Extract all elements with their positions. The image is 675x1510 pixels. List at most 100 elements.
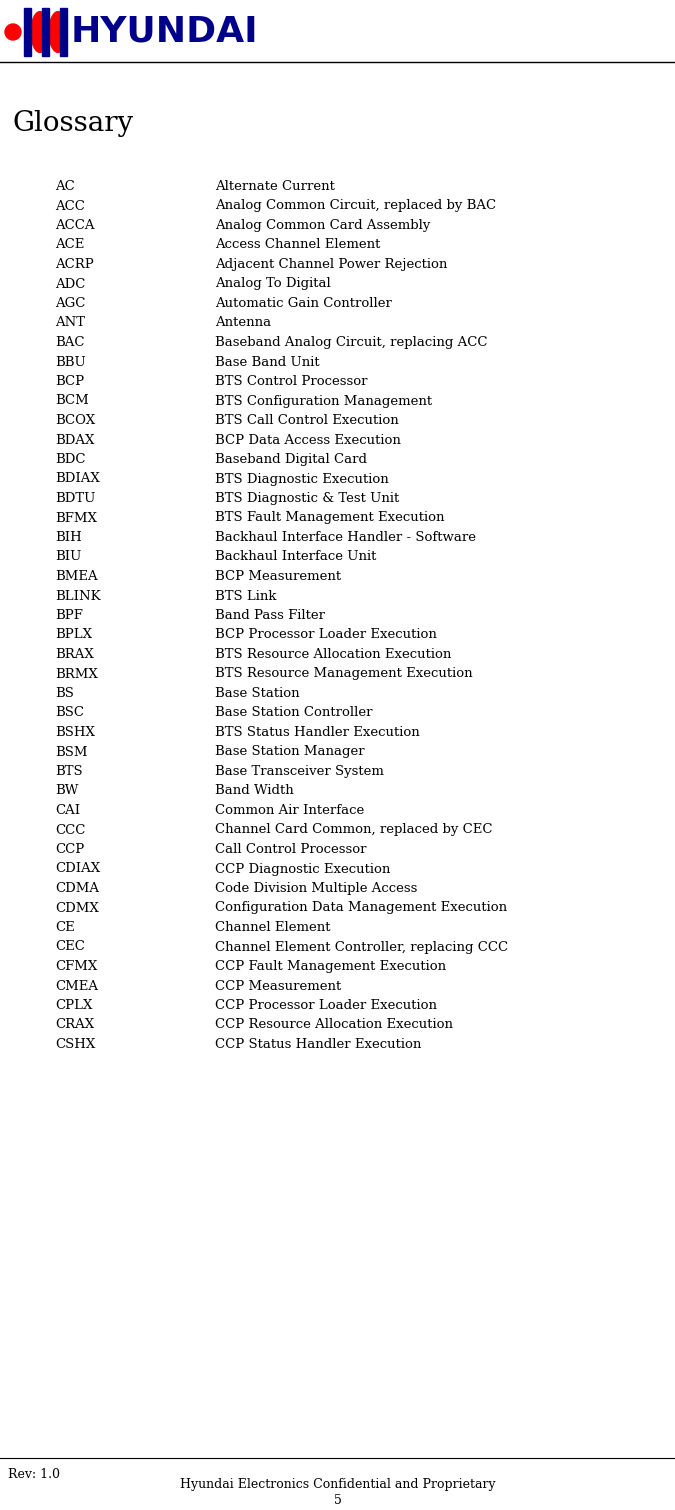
Text: Analog To Digital: Analog To Digital <box>215 278 331 290</box>
Text: CCP Status Handler Execution: CCP Status Handler Execution <box>215 1037 421 1051</box>
Text: BCP Processor Loader Execution: BCP Processor Loader Execution <box>215 628 437 642</box>
Text: Base Station Manager: Base Station Manager <box>215 746 364 758</box>
Text: Code Division Multiple Access: Code Division Multiple Access <box>215 882 417 895</box>
Text: Analog Common Card Assembly: Analog Common Card Assembly <box>215 219 431 233</box>
Text: BS: BS <box>55 687 74 701</box>
Text: BMEA: BMEA <box>55 569 98 583</box>
Text: CEC: CEC <box>55 941 85 953</box>
Text: BTS Call Control Execution: BTS Call Control Execution <box>215 414 399 427</box>
Text: BTS Fault Management Execution: BTS Fault Management Execution <box>215 512 445 524</box>
Text: BTS Status Handler Execution: BTS Status Handler Execution <box>215 726 420 738</box>
Text: Backhaul Interface Unit: Backhaul Interface Unit <box>215 551 377 563</box>
Text: CCP: CCP <box>55 843 84 856</box>
Text: Call Control Processor: Call Control Processor <box>215 843 367 856</box>
Text: Hyundai Electronics Confidential and Proprietary: Hyundai Electronics Confidential and Pro… <box>180 1478 495 1490</box>
Text: Band Width: Band Width <box>215 785 294 797</box>
Text: BTS Link: BTS Link <box>215 589 277 602</box>
Text: BDTU: BDTU <box>55 492 95 504</box>
Text: BCP: BCP <box>55 374 84 388</box>
Text: ACRP: ACRP <box>55 258 94 270</box>
Text: BTS: BTS <box>55 766 82 778</box>
Circle shape <box>5 24 21 39</box>
Text: ACE: ACE <box>55 239 84 252</box>
Text: Baseband Digital Card: Baseband Digital Card <box>215 453 367 467</box>
Text: CDMX: CDMX <box>55 901 99 915</box>
Text: BTS Resource Management Execution: BTS Resource Management Execution <box>215 667 472 681</box>
Text: CCP Measurement: CCP Measurement <box>215 980 342 992</box>
Text: Rev: 1.0: Rev: 1.0 <box>8 1468 60 1481</box>
Text: BSM: BSM <box>55 746 88 758</box>
Text: BFMX: BFMX <box>55 512 97 524</box>
Text: CSHX: CSHX <box>55 1037 95 1051</box>
Text: ACC: ACC <box>55 199 85 213</box>
Text: CDMA: CDMA <box>55 882 99 895</box>
Text: HYUNDAI: HYUNDAI <box>71 15 259 48</box>
Text: BTS Diagnostic & Test Unit: BTS Diagnostic & Test Unit <box>215 492 399 504</box>
Text: Glossary: Glossary <box>12 110 133 137</box>
Text: BTS Control Processor: BTS Control Processor <box>215 374 367 388</box>
Text: BCP Data Access Execution: BCP Data Access Execution <box>215 433 401 447</box>
Text: CRAX: CRAX <box>55 1019 94 1031</box>
Text: Configuration Data Management Execution: Configuration Data Management Execution <box>215 901 507 915</box>
Text: BTS Diagnostic Execution: BTS Diagnostic Execution <box>215 473 389 486</box>
Text: CMEA: CMEA <box>55 980 98 992</box>
Text: Alternate Current: Alternate Current <box>215 180 335 193</box>
Text: Channel Card Common, replaced by CEC: Channel Card Common, replaced by CEC <box>215 823 493 837</box>
Text: BCM: BCM <box>55 394 88 408</box>
Text: BTS Configuration Management: BTS Configuration Management <box>215 394 432 408</box>
Text: CFMX: CFMX <box>55 960 97 972</box>
Text: ACCA: ACCA <box>55 219 95 233</box>
Text: AGC: AGC <box>55 297 85 310</box>
Text: Base Station Controller: Base Station Controller <box>215 707 373 719</box>
Text: BRMX: BRMX <box>55 667 98 681</box>
Text: BCP Measurement: BCP Measurement <box>215 569 341 583</box>
Text: ADC: ADC <box>55 278 85 290</box>
Text: BDAX: BDAX <box>55 433 95 447</box>
Text: BDC: BDC <box>55 453 86 467</box>
Text: BBU: BBU <box>55 355 86 368</box>
Text: BTS Resource Allocation Execution: BTS Resource Allocation Execution <box>215 648 452 661</box>
Text: 5: 5 <box>333 1493 342 1507</box>
Text: BRAX: BRAX <box>55 648 94 661</box>
Ellipse shape <box>31 12 49 53</box>
Text: Channel Element Controller, replacing CCC: Channel Element Controller, replacing CC… <box>215 941 508 953</box>
Text: Band Pass Filter: Band Pass Filter <box>215 609 325 622</box>
Text: Base Band Unit: Base Band Unit <box>215 355 320 368</box>
Text: BPF: BPF <box>55 609 83 622</box>
Text: BSC: BSC <box>55 707 84 719</box>
Text: Common Air Interface: Common Air Interface <box>215 803 364 817</box>
Text: Baseband Analog Circuit, replacing ACC: Baseband Analog Circuit, replacing ACC <box>215 337 487 349</box>
Text: Base Transceiver System: Base Transceiver System <box>215 766 384 778</box>
Text: CDIAX: CDIAX <box>55 862 100 876</box>
Bar <box>60 8 67 56</box>
Text: BIU: BIU <box>55 551 82 563</box>
Text: Adjacent Channel Power Rejection: Adjacent Channel Power Rejection <box>215 258 448 270</box>
Text: Antenna: Antenna <box>215 317 271 329</box>
Text: CCP Processor Loader Execution: CCP Processor Loader Execution <box>215 1000 437 1012</box>
Text: AC: AC <box>55 180 75 193</box>
Text: CCP Resource Allocation Execution: CCP Resource Allocation Execution <box>215 1019 453 1031</box>
Text: BLINK: BLINK <box>55 589 101 602</box>
Text: CCC: CCC <box>55 823 85 837</box>
Text: Backhaul Interface Handler - Software: Backhaul Interface Handler - Software <box>215 532 476 544</box>
Bar <box>24 8 31 56</box>
Text: BW: BW <box>55 785 78 797</box>
Bar <box>42 8 49 56</box>
Text: BPLX: BPLX <box>55 628 92 642</box>
Text: ANT: ANT <box>55 317 85 329</box>
Text: Channel Element: Channel Element <box>215 921 331 935</box>
Text: BCOX: BCOX <box>55 414 95 427</box>
Text: BAC: BAC <box>55 337 84 349</box>
Text: CCP Fault Management Execution: CCP Fault Management Execution <box>215 960 446 972</box>
Text: Analog Common Circuit, replaced by BAC: Analog Common Circuit, replaced by BAC <box>215 199 496 213</box>
Text: Automatic Gain Controller: Automatic Gain Controller <box>215 297 392 310</box>
Text: CPLX: CPLX <box>55 1000 92 1012</box>
Ellipse shape <box>49 12 67 53</box>
Text: CAI: CAI <box>55 803 80 817</box>
Text: BDIAX: BDIAX <box>55 473 100 486</box>
Text: BIH: BIH <box>55 532 82 544</box>
Text: BSHX: BSHX <box>55 726 95 738</box>
Text: CE: CE <box>55 921 75 935</box>
Text: Access Channel Element: Access Channel Element <box>215 239 381 252</box>
Text: Base Station: Base Station <box>215 687 300 701</box>
